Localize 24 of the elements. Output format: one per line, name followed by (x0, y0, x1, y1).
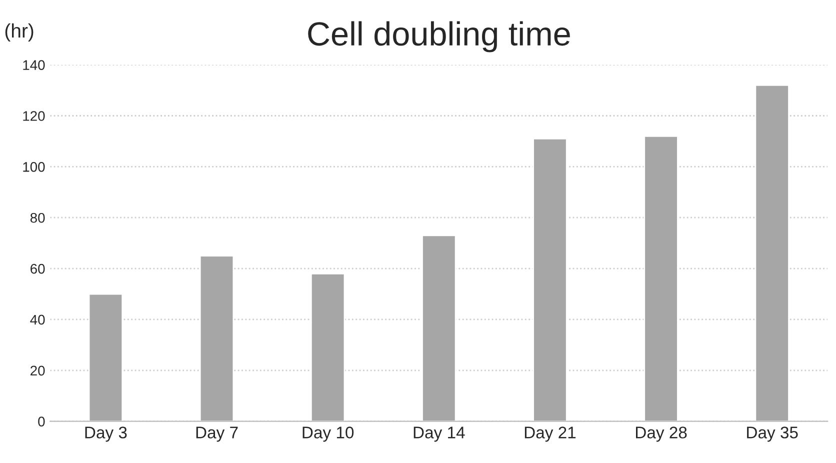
y-axis-title: (hr) (5, 23, 34, 42)
bar (310, 272, 346, 422)
y-tick-label: 40 (30, 314, 45, 325)
bar (644, 135, 678, 422)
bar (88, 293, 124, 422)
y-tick-label: 120 (23, 111, 45, 121)
y-tick-label: 0 (38, 416, 45, 426)
x-tick-label: Day 28 (636, 426, 687, 442)
x-tick-label: Day 35 (747, 426, 798, 442)
x-tick-label: Day 14 (414, 426, 465, 442)
y-tick-label: 20 (30, 366, 45, 376)
bar (532, 138, 568, 422)
y-tick-label: 140 (23, 60, 45, 70)
x-tick-label: Day 3 (85, 426, 127, 442)
bar (199, 255, 234, 422)
bar (422, 234, 456, 422)
chart-title: Cell doubling time (308, 21, 570, 52)
x-tick-label: Day 10 (302, 426, 354, 442)
y-tick-label: 60 (30, 264, 45, 274)
y-tick-label: 100 (23, 162, 45, 172)
y-tick-label: 80 (30, 212, 45, 223)
x-tick-label: Day 7 (196, 426, 238, 442)
x-tick-label: Day 21 (524, 426, 576, 442)
bar (754, 84, 790, 422)
